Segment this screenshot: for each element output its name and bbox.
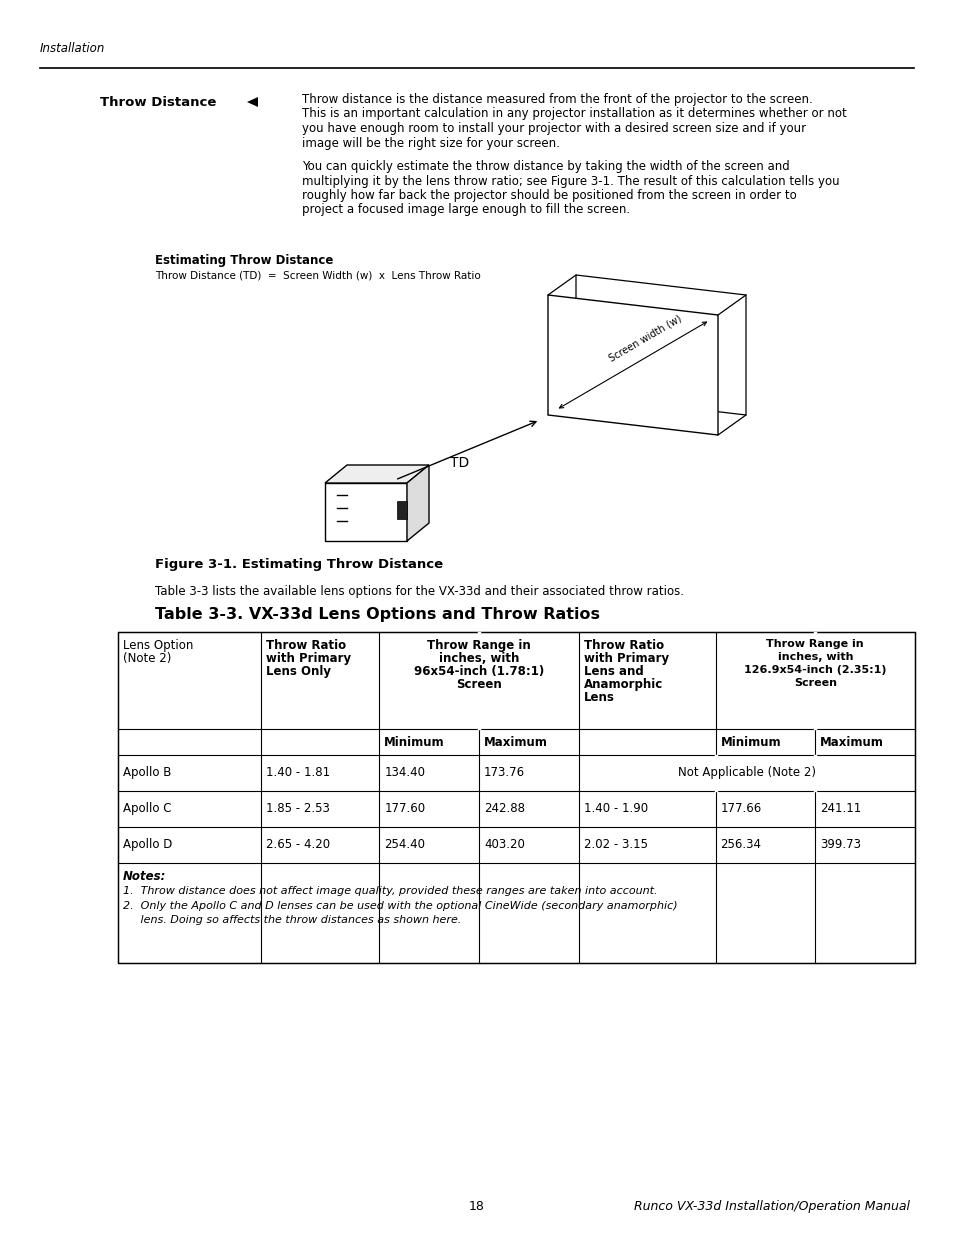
Text: 134.40: 134.40 — [384, 766, 425, 779]
Text: with Primary: with Primary — [583, 652, 668, 664]
Text: 126.9x54-inch (2.35:1): 126.9x54-inch (2.35:1) — [743, 664, 885, 676]
Text: Throw distance is the distance measured from the front of the projector to the s: Throw distance is the distance measured … — [302, 93, 812, 106]
Text: 96x54-inch (1.78:1): 96x54-inch (1.78:1) — [414, 664, 543, 678]
Text: Throw Ratio: Throw Ratio — [266, 638, 346, 652]
Text: (Note 2): (Note 2) — [123, 652, 172, 664]
Polygon shape — [325, 466, 429, 483]
Text: 2.02 - 3.15: 2.02 - 3.15 — [583, 839, 647, 851]
Text: Lens Option: Lens Option — [123, 638, 193, 652]
Text: 242.88: 242.88 — [483, 802, 524, 815]
Text: Not Applicable (Note 2): Not Applicable (Note 2) — [678, 766, 815, 779]
Text: Apollo D: Apollo D — [123, 839, 172, 851]
Text: 1.40 - 1.81: 1.40 - 1.81 — [266, 766, 330, 779]
Text: Figure 3-1. Estimating Throw Distance: Figure 3-1. Estimating Throw Distance — [154, 558, 442, 571]
Text: with Primary: with Primary — [266, 652, 351, 664]
Text: Throw Ratio: Throw Ratio — [583, 638, 663, 652]
Text: Screen: Screen — [456, 678, 501, 692]
Text: roughly how far back the projector should be positioned from the screen in order: roughly how far back the projector shoul… — [302, 189, 796, 203]
Text: Throw Distance (TD)  =  Screen Width (w)  x  Lens Throw Ratio: Throw Distance (TD) = Screen Width (w) x… — [154, 270, 480, 280]
Text: Apollo B: Apollo B — [123, 766, 172, 779]
Text: image will be the right size for your screen.: image will be the right size for your sc… — [302, 137, 559, 149]
Text: 1.40 - 1.90: 1.40 - 1.90 — [583, 802, 647, 815]
Text: lens. Doing so affects the throw distances as shown here.: lens. Doing so affects the throw distanc… — [123, 915, 461, 925]
Text: Throw Range in: Throw Range in — [427, 638, 531, 652]
Text: TD: TD — [450, 456, 469, 471]
Text: 173.76: 173.76 — [483, 766, 525, 779]
Text: Lens and: Lens and — [583, 664, 643, 678]
Text: Notes:: Notes: — [123, 869, 166, 883]
Text: 177.60: 177.60 — [384, 802, 425, 815]
Text: Minimum: Minimum — [720, 736, 781, 748]
Text: Anamorphic: Anamorphic — [583, 678, 662, 692]
Text: This is an important calculation in any projector installation as it determines : This is an important calculation in any … — [302, 107, 846, 121]
Text: 256.34: 256.34 — [720, 839, 760, 851]
Text: Throw Range in: Throw Range in — [765, 638, 863, 650]
Text: 241.11: 241.11 — [820, 802, 861, 815]
Polygon shape — [325, 483, 407, 541]
Text: Lens: Lens — [583, 692, 614, 704]
Text: 254.40: 254.40 — [384, 839, 425, 851]
Text: Maximum: Maximum — [483, 736, 547, 748]
Text: You can quickly estimate the throw distance by taking the width of the screen an: You can quickly estimate the throw dista… — [302, 161, 789, 173]
Text: Minimum: Minimum — [384, 736, 444, 748]
Text: inches, with: inches, with — [777, 652, 852, 662]
Text: Installation: Installation — [40, 42, 105, 56]
Text: 2.  Only the Apollo C and D lenses can be used with the optional CineWide (secon: 2. Only the Apollo C and D lenses can be… — [123, 902, 677, 911]
Text: 399.73: 399.73 — [820, 839, 861, 851]
Text: 2.65 - 4.20: 2.65 - 4.20 — [266, 839, 330, 851]
Text: Runco VX-33d Installation/Operation Manual: Runco VX-33d Installation/Operation Manu… — [634, 1200, 909, 1213]
Text: Table 3-3. VX-33d Lens Options and Throw Ratios: Table 3-3. VX-33d Lens Options and Throw… — [154, 606, 599, 622]
Text: Apollo C: Apollo C — [123, 802, 172, 815]
Text: Lens Only: Lens Only — [266, 664, 331, 678]
Text: Estimating Throw Distance: Estimating Throw Distance — [154, 254, 333, 267]
Text: Table 3-3 lists the available lens options for the VX-33d and their associated t: Table 3-3 lists the available lens optio… — [154, 585, 683, 598]
Text: 1.  Throw distance does not affect image quality, provided these ranges are take: 1. Throw distance does not affect image … — [123, 885, 657, 897]
Text: Throw Distance: Throw Distance — [100, 96, 216, 109]
Text: 1.85 - 2.53: 1.85 - 2.53 — [266, 802, 330, 815]
Text: project a focused image large enough to fill the screen.: project a focused image large enough to … — [302, 204, 630, 216]
Text: 403.20: 403.20 — [483, 839, 524, 851]
Text: you have enough room to install your projector with a desired screen size and if: you have enough room to install your pro… — [302, 122, 805, 135]
Text: Screen width (w): Screen width (w) — [606, 312, 682, 363]
Text: multiplying it by the lens throw ratio; see Figure 3-1. The result of this calcu: multiplying it by the lens throw ratio; … — [302, 174, 839, 188]
Text: Screen: Screen — [793, 678, 836, 688]
Polygon shape — [407, 466, 429, 541]
Text: Maximum: Maximum — [820, 736, 883, 748]
Polygon shape — [396, 501, 407, 519]
Polygon shape — [247, 98, 257, 107]
Text: 177.66: 177.66 — [720, 802, 761, 815]
Text: 18: 18 — [469, 1200, 484, 1213]
Polygon shape — [547, 295, 718, 435]
Text: inches, with: inches, with — [438, 652, 518, 664]
